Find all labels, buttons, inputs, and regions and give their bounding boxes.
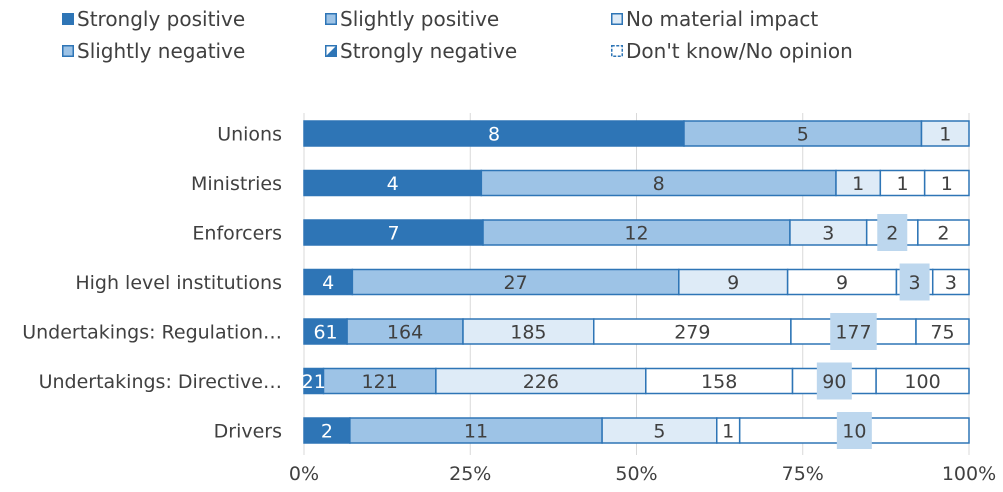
bar-segment — [322, 367, 437, 395]
data-label: 158 — [701, 371, 737, 393]
bar-segment — [875, 367, 970, 395]
data-label: 1 — [941, 173, 953, 195]
data-label: 10 — [842, 421, 866, 443]
bar-segment — [917, 219, 970, 246]
bar-segment — [931, 268, 970, 296]
data-label: 3 — [945, 272, 957, 294]
category-label: Undertakings: Regulation… — [22, 322, 282, 344]
data-label: 177 — [835, 322, 871, 344]
category-label: Drivers — [214, 421, 282, 443]
data-label-box — [836, 412, 872, 449]
category-label: High level institutions — [75, 272, 282, 294]
bar-segment — [835, 169, 882, 197]
x-tick-label: 25% — [449, 463, 491, 485]
data-label: 12 — [624, 223, 648, 245]
bar-segment — [346, 318, 464, 345]
data-label: 226 — [523, 371, 559, 393]
legend-label: No material impact — [626, 7, 818, 31]
data-label: 75 — [930, 322, 954, 344]
data-label: 100 — [904, 371, 940, 393]
data-label: 1 — [722, 421, 734, 443]
category-label: Unions — [217, 124, 282, 146]
bar-segment — [351, 268, 680, 296]
data-label: 90 — [822, 371, 846, 393]
data-label-box — [899, 263, 930, 301]
legend-label: Strongly positive — [77, 7, 245, 31]
legend-item: Don't know/No opinion — [611, 39, 853, 63]
data-label: 27 — [503, 272, 527, 294]
data-label: 2 — [886, 223, 898, 245]
data-label: 61 — [313, 322, 337, 344]
data-label: 11 — [464, 421, 488, 443]
legend-swatch — [62, 45, 74, 57]
legend-label: Slightly positive — [340, 7, 499, 31]
bar-segment — [435, 367, 647, 395]
data-label: 4 — [322, 272, 334, 294]
bar-segment — [920, 120, 970, 147]
data-label-box — [877, 214, 908, 251]
data-label: 279 — [674, 322, 710, 344]
category-label: Enforcers — [192, 223, 282, 245]
legend-item: Strongly positive — [62, 7, 245, 31]
data-label: 1 — [939, 124, 951, 146]
bar-segment — [303, 318, 348, 345]
data-label: 1 — [896, 173, 908, 195]
bar-segment — [592, 318, 792, 345]
bar-segment — [303, 219, 484, 246]
legend-swatch-fill — [325, 45, 337, 57]
data-label: 3 — [822, 223, 834, 245]
data-label: 8 — [488, 124, 500, 146]
legend: Strongly positive Slightly positive No mat… — [62, 7, 853, 63]
bar-segment — [303, 120, 685, 147]
data-label: 5 — [797, 124, 809, 146]
x-tick-label: 100% — [942, 463, 996, 485]
data-label: 1 — [852, 173, 864, 195]
bar-segment — [678, 268, 789, 296]
bar-segment — [923, 169, 970, 197]
x-axis-tick-labels: 0% 25% 50% 75% 100% — [289, 463, 996, 485]
data-label: 8 — [653, 173, 665, 195]
legend-swatch — [62, 13, 74, 25]
bar-segment — [303, 268, 354, 296]
x-tick-label: 0% — [289, 463, 319, 485]
x-tick-label: 50% — [615, 463, 657, 485]
legend-swatch — [611, 45, 623, 57]
legend-swatch — [325, 13, 337, 25]
data-label: 121 — [362, 371, 398, 393]
category-labels: Unions Ministries Enforcers High level inst… — [22, 124, 282, 443]
data-label-box — [816, 362, 852, 400]
legend-swatch — [611, 13, 623, 25]
data-label: 164 — [387, 322, 423, 344]
bar-segment — [786, 268, 898, 296]
data-label: 21 — [302, 371, 326, 393]
data-label: 5 — [653, 421, 665, 443]
bar-segment — [879, 169, 926, 197]
data-label: 3 — [909, 272, 921, 294]
bar-segment — [915, 318, 970, 345]
data-label: 9 — [727, 272, 739, 294]
data-label: 185 — [510, 322, 546, 344]
legend-item: No material impact — [611, 7, 818, 31]
bar-segment — [683, 120, 923, 147]
data-label: 9 — [836, 272, 848, 294]
category-label: Undertakings: Directive… — [39, 371, 282, 393]
data-label-box — [830, 313, 877, 350]
legend-item: Strongly negative — [325, 39, 517, 63]
x-tick-label: 75% — [782, 463, 824, 485]
legend-item: Slightly positive — [325, 7, 499, 31]
data-label: 4 — [387, 173, 399, 195]
data-label: 7 — [387, 223, 399, 245]
legend-label: Don't know/No opinion — [626, 39, 853, 63]
category-label: Ministries — [191, 173, 282, 195]
legend-label: Slightly negative — [77, 39, 245, 63]
legend-label: Strongly negative — [340, 39, 517, 63]
data-label: 2 — [321, 421, 333, 443]
legend-item: Slightly negative — [62, 39, 245, 63]
bar-segment — [789, 219, 868, 246]
data-label: 2 — [937, 223, 949, 245]
